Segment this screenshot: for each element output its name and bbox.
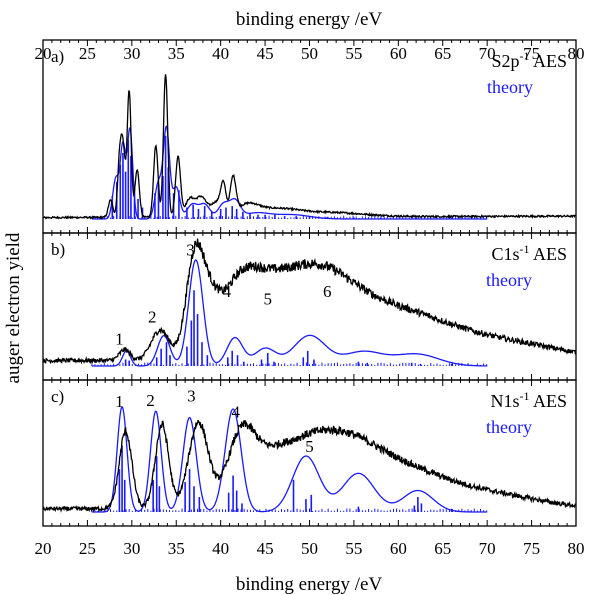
peak-label-3: 3 <box>187 387 196 406</box>
top-tick-label: 35 <box>168 44 185 63</box>
legend: N1s-1 AES theory <box>486 389 567 437</box>
theory-sticks <box>91 445 488 512</box>
bottom-tick-labels: 20 25 30 35 40 45 50 55 60 65 70 75 80 <box>35 539 585 558</box>
bottom-tick-label: 55 <box>345 539 362 558</box>
peak-label-1: 1 <box>115 392 124 411</box>
top-tick-label: 60 <box>390 44 407 63</box>
y-axis-title: auger electron yield <box>3 232 24 383</box>
top-tick-label: 25 <box>79 44 96 63</box>
peak-label-4: 4 <box>223 282 232 301</box>
peak-label-3: 3 <box>186 241 195 260</box>
bottom-tick-label: 25 <box>79 539 96 558</box>
top-tick-label: 40 <box>212 44 229 63</box>
panel-label: c) <box>51 387 64 406</box>
legend-experiment-label: C1s-1 AES <box>491 242 567 264</box>
peak-label-2: 2 <box>146 391 155 410</box>
peak-label-5: 5 <box>263 289 272 308</box>
bottom-tick-label: 80 <box>568 539 585 558</box>
experiment-curve <box>42 419 577 513</box>
top-x-axis-title: binding energy /eV <box>236 9 383 30</box>
peak-label-4: 4 <box>232 403 241 422</box>
peak-label-5: 5 <box>305 437 314 456</box>
panel-a: a) S2p-1 AES theory <box>42 39 577 234</box>
peak-label-1: 1 <box>115 329 124 348</box>
legend-theory-label: theory <box>486 270 532 290</box>
legend: S2p-1 AES theory <box>487 49 567 97</box>
theory-curve <box>91 125 488 220</box>
top-tick-label: 70 <box>479 44 496 63</box>
bottom-tick-label: 20 <box>35 539 52 558</box>
theory-curve <box>91 405 488 513</box>
top-tick-label: 50 <box>301 44 318 63</box>
theory-sticks <box>91 135 488 219</box>
bottom-tick-label: 50 <box>301 539 318 558</box>
top-tick-labels: 20 25 30 35 40 45 50 55 60 65 70 75 80 <box>35 44 585 63</box>
panel-b: b) C1s-1 AES theory 1 2 3 4 5 6 <box>42 232 577 381</box>
legend-theory-label: theory <box>487 77 533 97</box>
theory-sticks <box>91 290 488 366</box>
experiment-curve <box>42 238 577 365</box>
top-tick-label: 75 <box>523 44 540 63</box>
bottom-tick-label: 70 <box>479 539 496 558</box>
top-tick-label: 65 <box>434 44 451 63</box>
bottom-tick-label: 40 <box>212 539 229 558</box>
peak-label-2: 2 <box>148 308 157 327</box>
bottom-tick-label: 75 <box>523 539 540 558</box>
panel-label: a) <box>51 47 64 66</box>
peak-label-6: 6 <box>323 282 332 301</box>
bottom-tick-label: 60 <box>390 539 407 558</box>
bottom-x-axis-title: binding energy /eV <box>236 574 383 595</box>
experiment-curve <box>42 74 576 220</box>
top-tick-label: 55 <box>345 44 362 63</box>
theory-curve <box>91 259 488 367</box>
bottom-tick-label: 35 <box>168 539 185 558</box>
top-tick-label: 45 <box>257 44 274 63</box>
bottom-tick-label: 30 <box>123 539 140 558</box>
legend-experiment-label: S2p-1 AES <box>491 49 567 71</box>
panel-label: b) <box>51 240 65 259</box>
legend-theory-label: theory <box>486 417 532 437</box>
legend-experiment-label: N1s-1 AES <box>490 389 567 411</box>
legend: C1s-1 AES theory <box>486 242 567 290</box>
panel-c: c) N1s-1 AES theory 1 2 3 4 5 <box>42 379 577 527</box>
bottom-tick-label: 45 <box>257 539 274 558</box>
top-tick-label: 30 <box>123 44 140 63</box>
bottom-tick-label: 65 <box>434 539 451 558</box>
